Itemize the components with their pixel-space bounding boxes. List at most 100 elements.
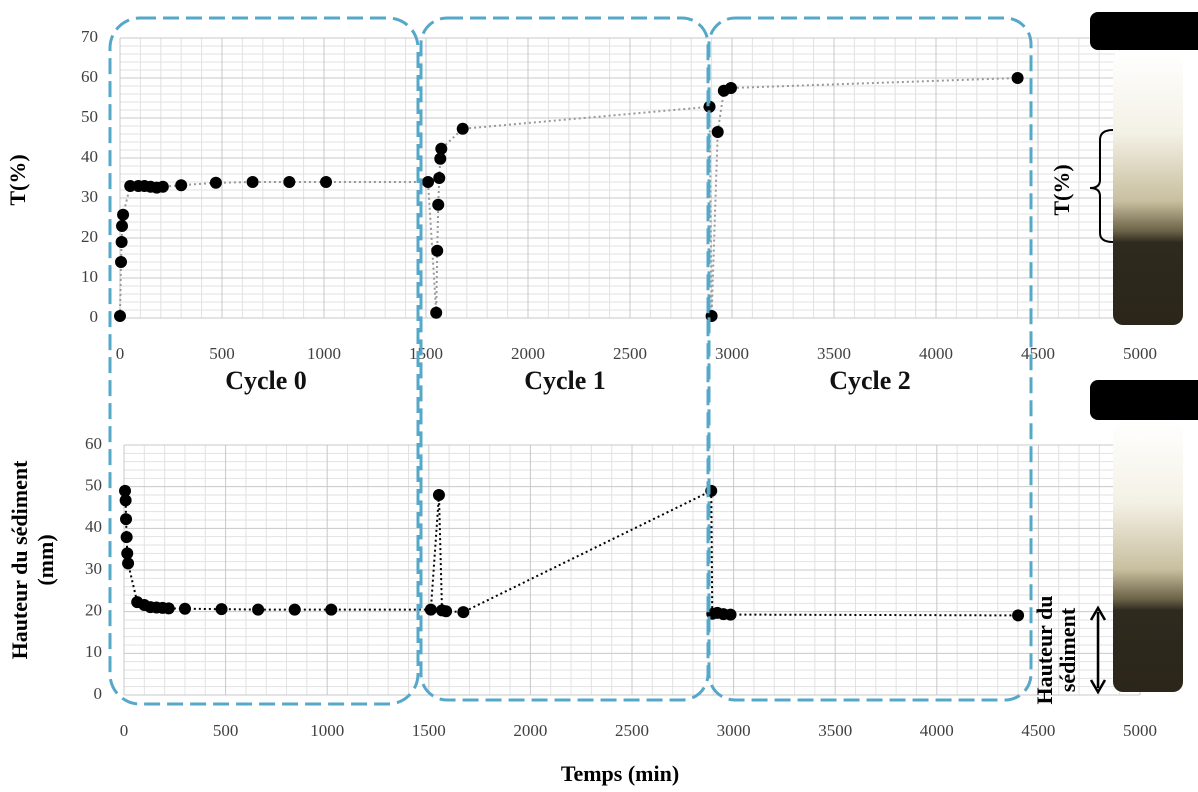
data-point <box>156 180 169 193</box>
data-point <box>116 220 129 232</box>
data-line <box>124 489 1019 617</box>
cycle-frame <box>108 16 420 706</box>
data-point <box>215 603 228 616</box>
data-point <box>724 82 737 94</box>
arrow-head <box>1089 605 1107 695</box>
data-point <box>431 244 444 257</box>
x-tick-label: 1500 <box>412 721 446 740</box>
y-tick-label: 10 <box>85 642 102 661</box>
data-point <box>1012 609 1025 622</box>
x-tick-label: 3500 <box>817 344 851 363</box>
x-tick-label: 1500 <box>409 344 443 363</box>
data-point <box>162 602 175 615</box>
x-tick-label: 1000 <box>307 344 341 363</box>
cycle-frame <box>419 16 710 702</box>
y-tick-label: 60 <box>81 67 98 86</box>
y-tick-label: 40 <box>85 517 102 536</box>
y-axis-label: Hauteur du sédiment <box>7 460 32 660</box>
data-point <box>432 489 445 501</box>
data-point <box>209 176 222 189</box>
x-tick-label: 500 <box>213 721 239 740</box>
data-point <box>435 142 448 155</box>
data-point <box>121 547 134 560</box>
tube <box>1113 50 1183 325</box>
cycle-frame <box>707 16 1033 702</box>
tube-label: sédiment <box>1055 607 1080 692</box>
y-tick-label: 30 <box>81 187 98 206</box>
x-tick-label: 4500 <box>1021 721 1055 740</box>
y-tick-label: 60 <box>85 434 102 453</box>
tube-top <box>1089 12 1198 325</box>
data-point <box>1011 72 1024 84</box>
y-tick-label: 0 <box>94 684 103 703</box>
data-point <box>288 603 301 616</box>
cycle-frames <box>108 16 1033 706</box>
tube-cap <box>1090 380 1198 420</box>
x-tick-label: 3000 <box>717 721 751 740</box>
x-tick-label: 2500 <box>613 344 647 363</box>
data-point <box>252 603 265 616</box>
x-tick-label: 4500 <box>1021 344 1055 363</box>
data-point <box>122 557 135 570</box>
data-point <box>320 176 333 188</box>
data-point <box>117 208 130 221</box>
data-point <box>175 179 188 192</box>
tube-label: T(%) <box>1049 164 1074 215</box>
data-point <box>178 602 191 615</box>
data-point <box>422 176 435 188</box>
tube-label: Hauteur du <box>1032 595 1057 704</box>
x-tick-label: 0 <box>120 721 129 740</box>
data-point <box>433 172 446 184</box>
y-tick-label: 0 <box>90 307 99 326</box>
x-tick-label: 4000 <box>919 344 953 363</box>
tube <box>1113 420 1183 692</box>
x-tick-label: 5000 <box>1123 721 1157 740</box>
y-tick-label: 40 <box>81 147 98 166</box>
y-axis-label: T(%) <box>5 154 30 205</box>
y-tick-label: 50 <box>81 107 98 126</box>
data-point <box>246 176 259 188</box>
data-point <box>440 605 453 618</box>
y-tick-label: 50 <box>85 476 102 495</box>
tube-cap <box>1090 12 1198 50</box>
x-tick-label: 500 <box>209 344 235 363</box>
data-point <box>119 484 132 497</box>
data-point <box>120 513 133 526</box>
brace <box>1089 129 1114 243</box>
x-tick-label: 2000 <box>511 344 545 363</box>
y-tick-label: 20 <box>81 227 98 246</box>
x-tick-label: 5000 <box>1123 344 1157 363</box>
x-tick-label: 3500 <box>818 721 852 740</box>
y-axis-label: (mm) <box>33 534 58 585</box>
data-point <box>115 236 128 248</box>
plot-area: 0 500 1000 1500 2000 2500 3000 3500 4000 4500 5000… <box>81 27 1157 740</box>
data-point <box>432 198 445 211</box>
x-tick-label: 4000 <box>920 721 954 740</box>
y-tick-label: 10 <box>81 267 98 286</box>
data-point <box>724 608 737 621</box>
x-tick-label: 3000 <box>715 344 749 363</box>
data-point <box>457 606 470 619</box>
x-axis-label: Temps (min) <box>561 761 679 786</box>
data-point <box>456 122 469 135</box>
data-point <box>424 603 437 616</box>
x-tick-label: 2500 <box>615 721 649 740</box>
data-point <box>325 603 338 616</box>
data-point <box>115 256 128 268</box>
x-tick-label: 2000 <box>513 721 547 740</box>
data-point <box>434 152 447 165</box>
y-tick-label: 70 <box>81 27 98 46</box>
cycle-label: Cycle 2 <box>829 366 911 395</box>
y-tick-label: 20 <box>85 601 102 620</box>
tube-bottom <box>1089 380 1198 695</box>
cycle-label: Cycle 0 <box>225 366 307 395</box>
y-tick-label: 30 <box>85 559 102 578</box>
cycle-label: Cycle 1 <box>524 366 606 395</box>
data-point <box>711 126 724 138</box>
data-point <box>430 306 443 319</box>
x-tick-label: 1000 <box>310 721 344 740</box>
data-point <box>114 310 126 322</box>
data-point <box>120 531 133 544</box>
data-point <box>283 176 296 188</box>
